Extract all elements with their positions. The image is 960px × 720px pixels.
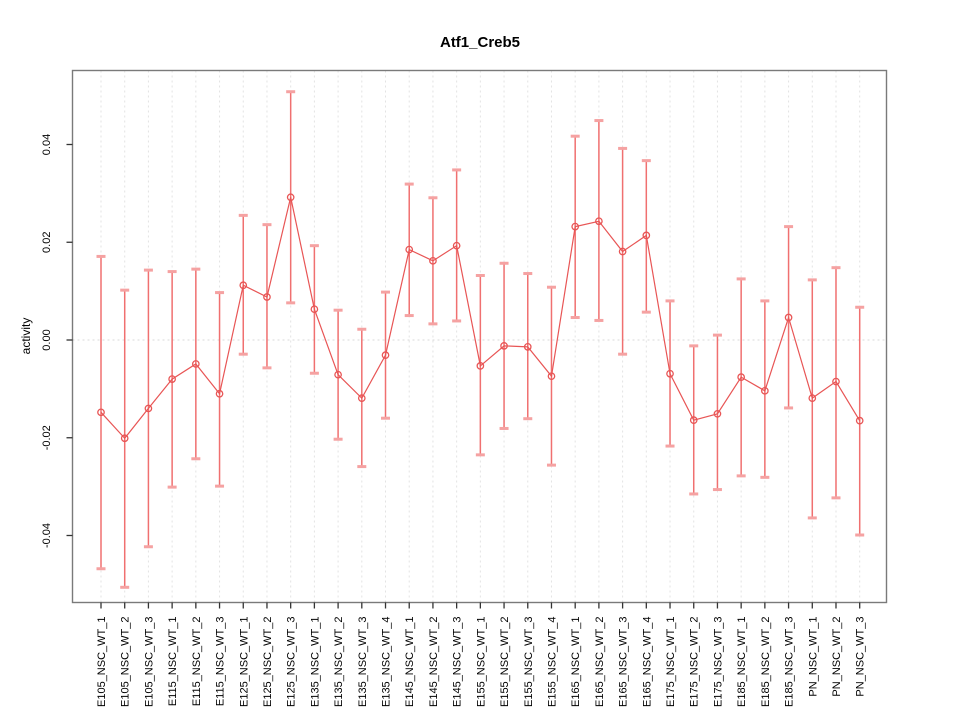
x-tick-label: E145_NSC_WT_2 [428, 617, 440, 708]
data-layer [96, 90, 865, 589]
x-tick-label: E125_NSC_WT_3 [286, 617, 298, 708]
data-point [334, 370, 342, 379]
data-point [357, 394, 366, 403]
data-point [737, 373, 746, 381]
x-tick-label: E125_NSC_WT_2 [262, 617, 274, 708]
x-tick-label: E115_NSC_WT_3 [215, 617, 227, 707]
x-tick-label: E135_NSC_WT_4 [381, 617, 393, 708]
x-tick-label: PN_NSC_WT_1 [807, 617, 819, 697]
x-tick-label: E175_NSC_WT_3 [712, 617, 724, 708]
x-tick-label: E105_NSC_WT_2 [120, 617, 132, 708]
x-tick-label: E165_NSC_WT_2 [594, 617, 606, 708]
x-tick-label: E155_NSC_WT_1 [475, 617, 487, 708]
data-point [120, 434, 129, 443]
chart-title: Atf1_Creb5 [440, 34, 520, 51]
data-point [239, 281, 248, 290]
x-tick-label: E185_NSC_WT_2 [760, 617, 772, 708]
data-point [144, 404, 153, 413]
data-point [168, 375, 176, 383]
data-point [429, 256, 437, 265]
x-tick-label: E155_NSC_WT_2 [499, 617, 511, 708]
x-tick-label: E175_NSC_WT_1 [665, 617, 677, 708]
x-tick-label: E165_NSC_WT_4 [641, 617, 653, 708]
x-tick-label: E175_NSC_WT_2 [689, 617, 701, 708]
series-line [100, 197, 861, 440]
data-point [405, 245, 414, 254]
data-point [452, 241, 461, 250]
data-point [381, 351, 390, 360]
x-tick-label: PN_NSC_WT_2 [831, 617, 843, 697]
x-tick-label: E165_NSC_WT_3 [618, 617, 630, 708]
y-tick-label: -0.02 [41, 425, 53, 450]
data-point [689, 416, 698, 425]
data-point [832, 377, 840, 386]
data-point [571, 222, 580, 231]
x-tick-label: E115_NSC_WT_1 [167, 617, 179, 707]
data-point [666, 369, 674, 378]
data-point [761, 386, 769, 395]
x-tick-label: E185_NSC_WT_1 [736, 617, 748, 708]
x-tick-label: E135_NSC_WT_3 [357, 617, 369, 708]
axes-layer: -0.04 -0.02 0.00 0.02 0.04 E105_NSC_WT_1 E105_… [41, 69, 888, 708]
x-tick-label: E105_NSC_WT_3 [143, 617, 155, 708]
x-tick-label: E105_NSC_WT_1 [96, 617, 108, 708]
y-tick-label: 0.02 [41, 232, 53, 253]
x-tick-label: E155_NSC_WT_4 [546, 617, 558, 708]
y-tick-label: -0.04 [41, 523, 53, 548]
data-point [595, 217, 603, 226]
data-point [547, 372, 556, 381]
data-point [855, 416, 864, 425]
data-point [523, 342, 532, 351]
data-point [286, 193, 295, 202]
data-point [808, 394, 817, 403]
x-tick-label: E145_NSC_WT_3 [452, 617, 464, 708]
data-point [618, 247, 627, 256]
x-tick-label: E165_NSC_WT_1 [570, 617, 582, 708]
data-point [97, 408, 105, 417]
x-tick-label: E185_NSC_WT_3 [784, 617, 796, 708]
x-tick-label: E125_NSC_WT_1 [238, 617, 250, 708]
data-point [263, 293, 271, 301]
data-point [500, 342, 508, 350]
x-tick-label: E115_NSC_WT_2 [191, 617, 203, 707]
y-tick-label: 0.00 [41, 329, 53, 350]
x-tick-label: E135_NSC_WT_1 [309, 617, 321, 708]
plot-border [71, 69, 888, 604]
data-point [215, 389, 224, 398]
data-point [310, 305, 319, 314]
x-tick-label: E155_NSC_WT_3 [523, 617, 535, 708]
data-point [713, 409, 722, 418]
data-point [476, 362, 485, 370]
x-tick-label: PN_NSC_WT_3 [855, 617, 867, 697]
data-point [784, 313, 793, 322]
y-tick-label: 0.04 [41, 134, 53, 155]
x-tick-label: E135_NSC_WT_2 [333, 617, 345, 708]
y-axis-label: activity [19, 318, 33, 355]
data-point [642, 231, 651, 240]
x-tick-label: E145_NSC_WT_1 [404, 617, 416, 708]
data-point [191, 360, 200, 368]
